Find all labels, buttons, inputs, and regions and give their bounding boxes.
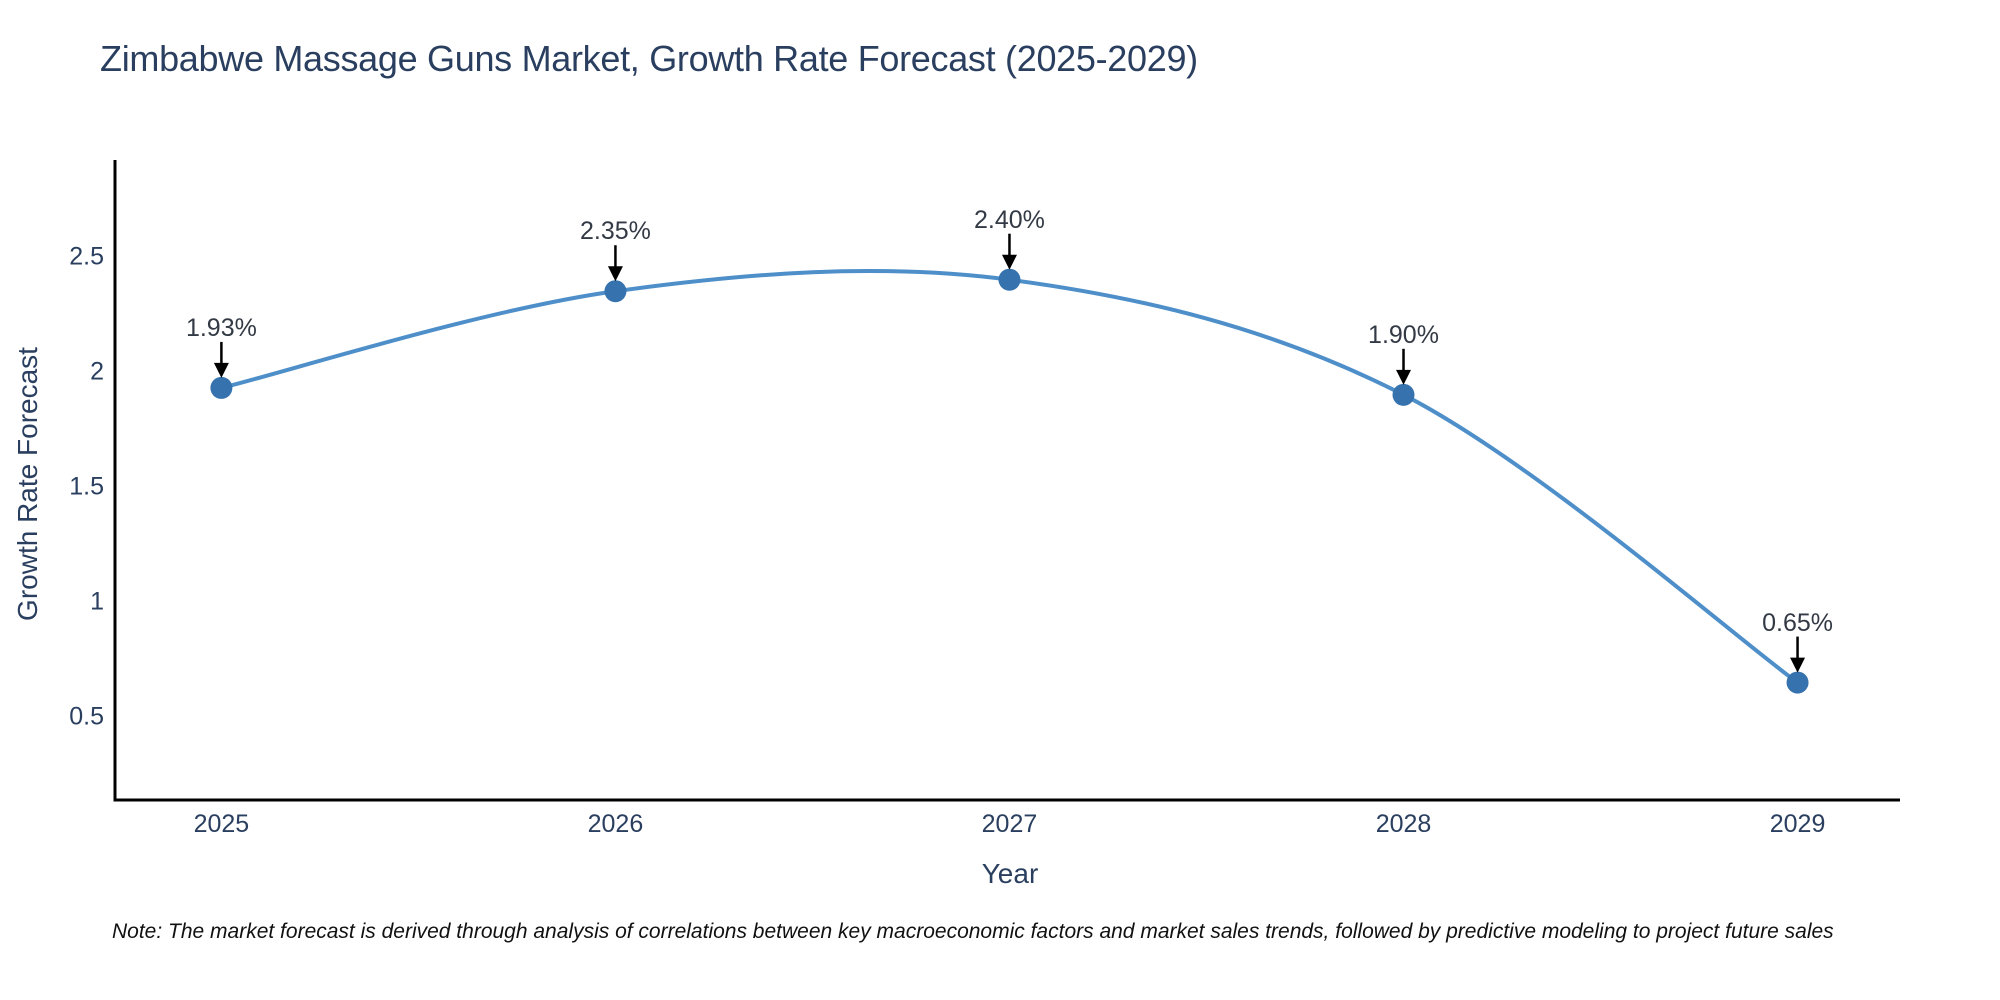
y-tick-label: 1.5: [69, 472, 104, 501]
point-annotation: 0.65%: [1762, 608, 1833, 637]
footnote: Note: The market forecast is derived thr…: [112, 920, 1834, 943]
y-tick-label: 2: [90, 357, 104, 386]
point-annotation: 2.35%: [579, 217, 651, 246]
y-tick-label: 0.5: [69, 702, 104, 731]
point-annotation: 2.40%: [974, 205, 1045, 234]
x-tick-label: 2029: [1769, 810, 1826, 838]
x-axis-title: Year: [981, 858, 1039, 889]
data-point-marker: [604, 280, 627, 303]
annotation-arrowhead: [213, 362, 229, 378]
annotation-arrowhead: [1790, 657, 1806, 673]
y-axis-title: Growth Rate Forecast: [12, 347, 43, 621]
annotation-arrowhead: [607, 266, 623, 282]
x-tick-label: 2027: [981, 810, 1038, 838]
data-point-marker: [998, 268, 1021, 291]
chart-title: Zimbabwe Massage Guns Market, Growth Rat…: [100, 38, 1198, 79]
y-tick-label: 1: [90, 587, 104, 616]
data-point-marker: [210, 376, 233, 399]
data-point-marker: [1786, 671, 1809, 694]
point-annotation: 1.93%: [185, 313, 257, 342]
forecast-line: [220, 268, 1799, 685]
annotation-arrowhead: [1001, 254, 1017, 270]
x-tick-label: 2028: [1375, 810, 1432, 838]
data-point-marker: [1392, 383, 1415, 406]
x-tick-label: 2025: [193, 810, 250, 838]
point-annotation: 1.90%: [1368, 320, 1439, 349]
x-tick-label: 2026: [587, 810, 644, 838]
annotation-arrowhead: [1396, 369, 1412, 385]
y-tick-label: 2.5: [69, 242, 104, 271]
